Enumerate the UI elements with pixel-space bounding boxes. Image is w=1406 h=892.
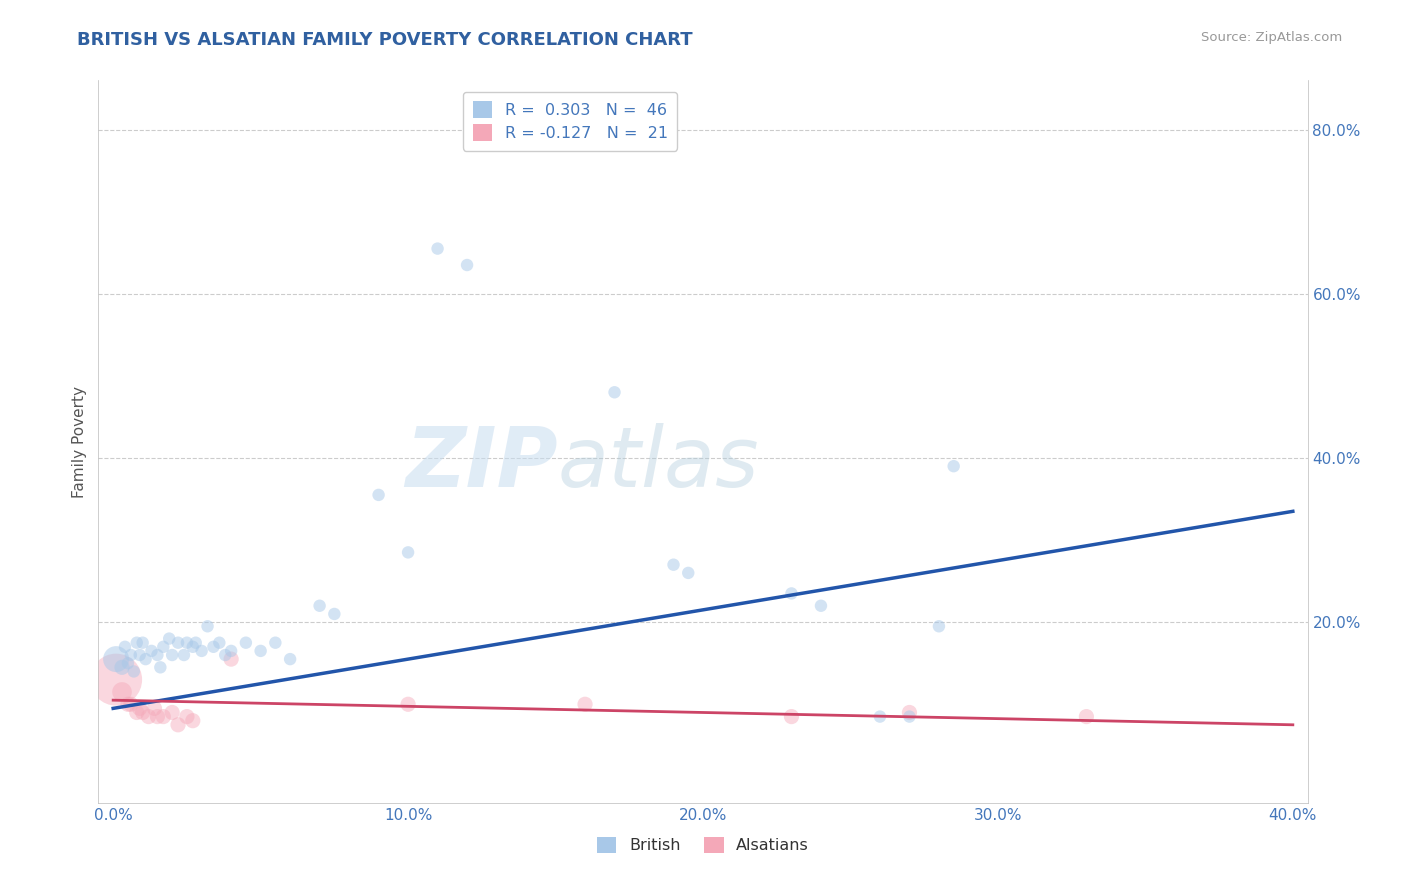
Point bbox=[367, 488, 389, 502]
Point bbox=[678, 566, 700, 580]
Point bbox=[898, 709, 921, 723]
Legend: British, Alsatians: British, Alsatians bbox=[591, 830, 815, 860]
Point bbox=[167, 718, 190, 732]
Point bbox=[197, 619, 219, 633]
Point bbox=[157, 632, 180, 646]
Point bbox=[146, 648, 169, 662]
Point bbox=[131, 636, 153, 650]
Point bbox=[114, 640, 136, 654]
Point bbox=[235, 636, 257, 650]
Text: ZIP: ZIP bbox=[405, 423, 558, 504]
Point bbox=[120, 698, 142, 712]
Point bbox=[574, 698, 596, 712]
Point bbox=[396, 545, 419, 559]
Point bbox=[160, 706, 183, 720]
Point bbox=[396, 698, 419, 712]
Point bbox=[214, 648, 236, 662]
Point bbox=[219, 644, 242, 658]
Point bbox=[898, 706, 921, 720]
Point bbox=[141, 644, 163, 658]
Point bbox=[125, 706, 148, 720]
Point bbox=[160, 648, 183, 662]
Text: BRITISH VS ALSATIAN FAMILY POVERTY CORRELATION CHART: BRITISH VS ALSATIAN FAMILY POVERTY CORRE… bbox=[77, 31, 693, 49]
Point bbox=[173, 648, 195, 662]
Text: atlas: atlas bbox=[558, 423, 759, 504]
Point bbox=[135, 652, 157, 666]
Point bbox=[167, 636, 190, 650]
Point bbox=[152, 709, 174, 723]
Point bbox=[149, 660, 172, 674]
Point bbox=[426, 242, 449, 256]
Point bbox=[176, 636, 198, 650]
Point bbox=[117, 698, 139, 712]
Point bbox=[105, 652, 128, 666]
Point bbox=[942, 459, 965, 474]
Text: Source: ZipAtlas.com: Source: ZipAtlas.com bbox=[1202, 31, 1343, 45]
Point bbox=[323, 607, 346, 621]
Point bbox=[125, 636, 148, 650]
Point bbox=[219, 652, 242, 666]
Point bbox=[138, 709, 160, 723]
Y-axis label: Family Poverty: Family Poverty bbox=[72, 385, 87, 498]
Point bbox=[131, 706, 153, 720]
Point bbox=[780, 709, 803, 723]
Point bbox=[308, 599, 330, 613]
Point bbox=[190, 644, 212, 658]
Point bbox=[181, 714, 204, 728]
Point bbox=[146, 709, 169, 723]
Point bbox=[181, 640, 204, 654]
Point bbox=[105, 673, 128, 687]
Point bbox=[152, 640, 174, 654]
Point bbox=[780, 586, 803, 600]
Point bbox=[202, 640, 225, 654]
Point bbox=[128, 648, 150, 662]
Point bbox=[1076, 709, 1098, 723]
Point bbox=[278, 652, 301, 666]
Point bbox=[208, 636, 231, 650]
Point bbox=[456, 258, 478, 272]
Point bbox=[128, 701, 150, 715]
Point bbox=[111, 685, 134, 699]
Point bbox=[111, 660, 134, 674]
Point bbox=[122, 665, 145, 679]
Point bbox=[662, 558, 685, 572]
Point bbox=[117, 657, 139, 671]
Point bbox=[184, 636, 207, 650]
Point bbox=[810, 599, 832, 613]
Point bbox=[176, 709, 198, 723]
Point bbox=[928, 619, 950, 633]
Point bbox=[143, 701, 166, 715]
Point bbox=[603, 385, 626, 400]
Point bbox=[120, 648, 142, 662]
Point bbox=[869, 709, 891, 723]
Point bbox=[264, 636, 287, 650]
Point bbox=[249, 644, 271, 658]
